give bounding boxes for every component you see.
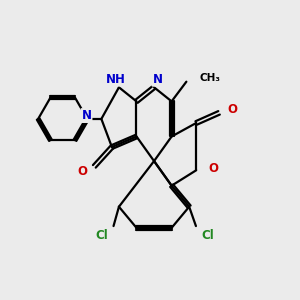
Text: O: O — [77, 165, 87, 178]
Text: O: O — [208, 162, 218, 176]
Text: O: O — [227, 103, 238, 116]
Text: Cl: Cl — [202, 229, 214, 242]
Text: NH: NH — [106, 73, 125, 86]
Text: N: N — [152, 73, 162, 86]
Text: N: N — [82, 109, 92, 122]
Text: Cl: Cl — [95, 229, 108, 242]
Text: CH₃: CH₃ — [200, 73, 220, 83]
